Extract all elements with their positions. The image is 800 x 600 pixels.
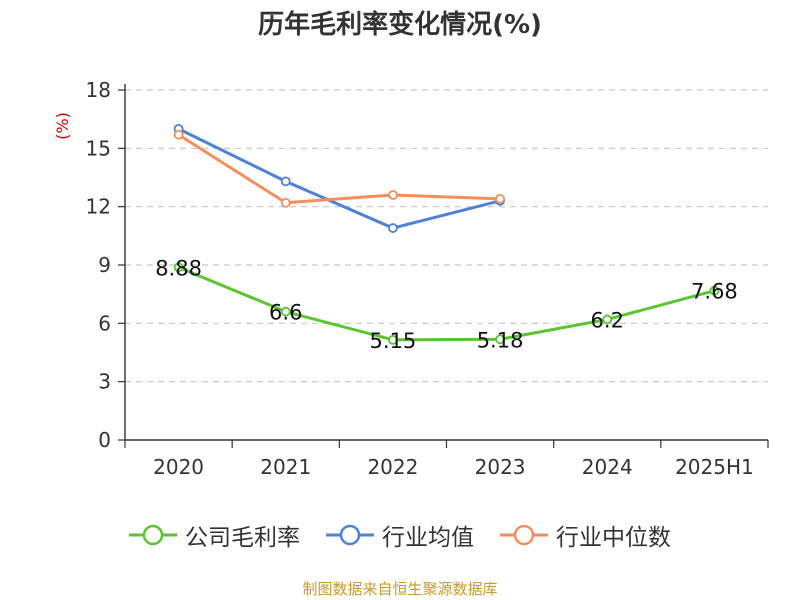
data-label: 5.18: [477, 328, 524, 352]
series-line: [178, 265, 715, 342]
legend-swatch-industry-avg: [326, 524, 374, 546]
legend-item-industry-median[interactable]: 行业中位数: [500, 518, 671, 552]
data-label: 5.15: [370, 329, 417, 353]
x-tick-label: 2023: [475, 455, 526, 479]
y-tick-label: 0: [98, 428, 111, 452]
y-tick-label: 9: [98, 253, 111, 277]
x-tick-label: 2024: [582, 455, 633, 479]
source-note: 制图数据来自恒生聚源数据库: [302, 580, 498, 598]
legend-label-industry-avg: 行业均值: [382, 525, 474, 551]
y-tick-label: 6: [98, 311, 111, 335]
legend-item-company[interactable]: 公司毛利率: [129, 518, 300, 552]
data-point: [173, 129, 184, 140]
data-point: [280, 197, 291, 208]
series-line: [177, 133, 501, 205]
x-tick-label: 2021: [260, 455, 311, 479]
data-point: [280, 176, 291, 187]
data-label: 8.88: [155, 256, 202, 280]
data-point: [709, 285, 720, 296]
data-point: [280, 306, 291, 317]
data-point: [495, 193, 505, 204]
data-point: [173, 262, 184, 273]
x-tick-label: 2022: [367, 455, 418, 479]
data-point: [388, 223, 398, 233]
y-tick-label: 18: [86, 78, 111, 102]
legend: 公司毛利率 行业均值 行业中位数: [0, 518, 800, 552]
x-tick-label: 2020: [153, 455, 204, 479]
legend-item-industry-avg[interactable]: 行业均值: [326, 518, 474, 552]
y-tick-label: 12: [86, 195, 111, 219]
y-tick-label: 15: [86, 136, 111, 160]
legend-swatch-industry-median: [500, 524, 548, 546]
data-point: [388, 190, 398, 200]
legend-label-industry-median: 行业中位数: [556, 525, 671, 551]
data-point: [495, 334, 505, 345]
data-point: [602, 314, 613, 325]
y-tick-label: 3: [98, 370, 111, 394]
data-label: 6.6: [269, 301, 302, 325]
y-axis-unit-label: (%): [53, 112, 72, 140]
legend-swatch-company: [129, 524, 177, 546]
legend-label-company: 公司毛利率: [185, 525, 300, 551]
x-tick-label: 2025H1: [675, 455, 754, 479]
data-label: 6.2: [591, 308, 624, 332]
data-label: 7.68: [691, 280, 738, 304]
series-line: [177, 127, 501, 230]
data-point: [388, 334, 398, 345]
chart-title: 历年毛利率变化情况(%): [258, 10, 542, 40]
